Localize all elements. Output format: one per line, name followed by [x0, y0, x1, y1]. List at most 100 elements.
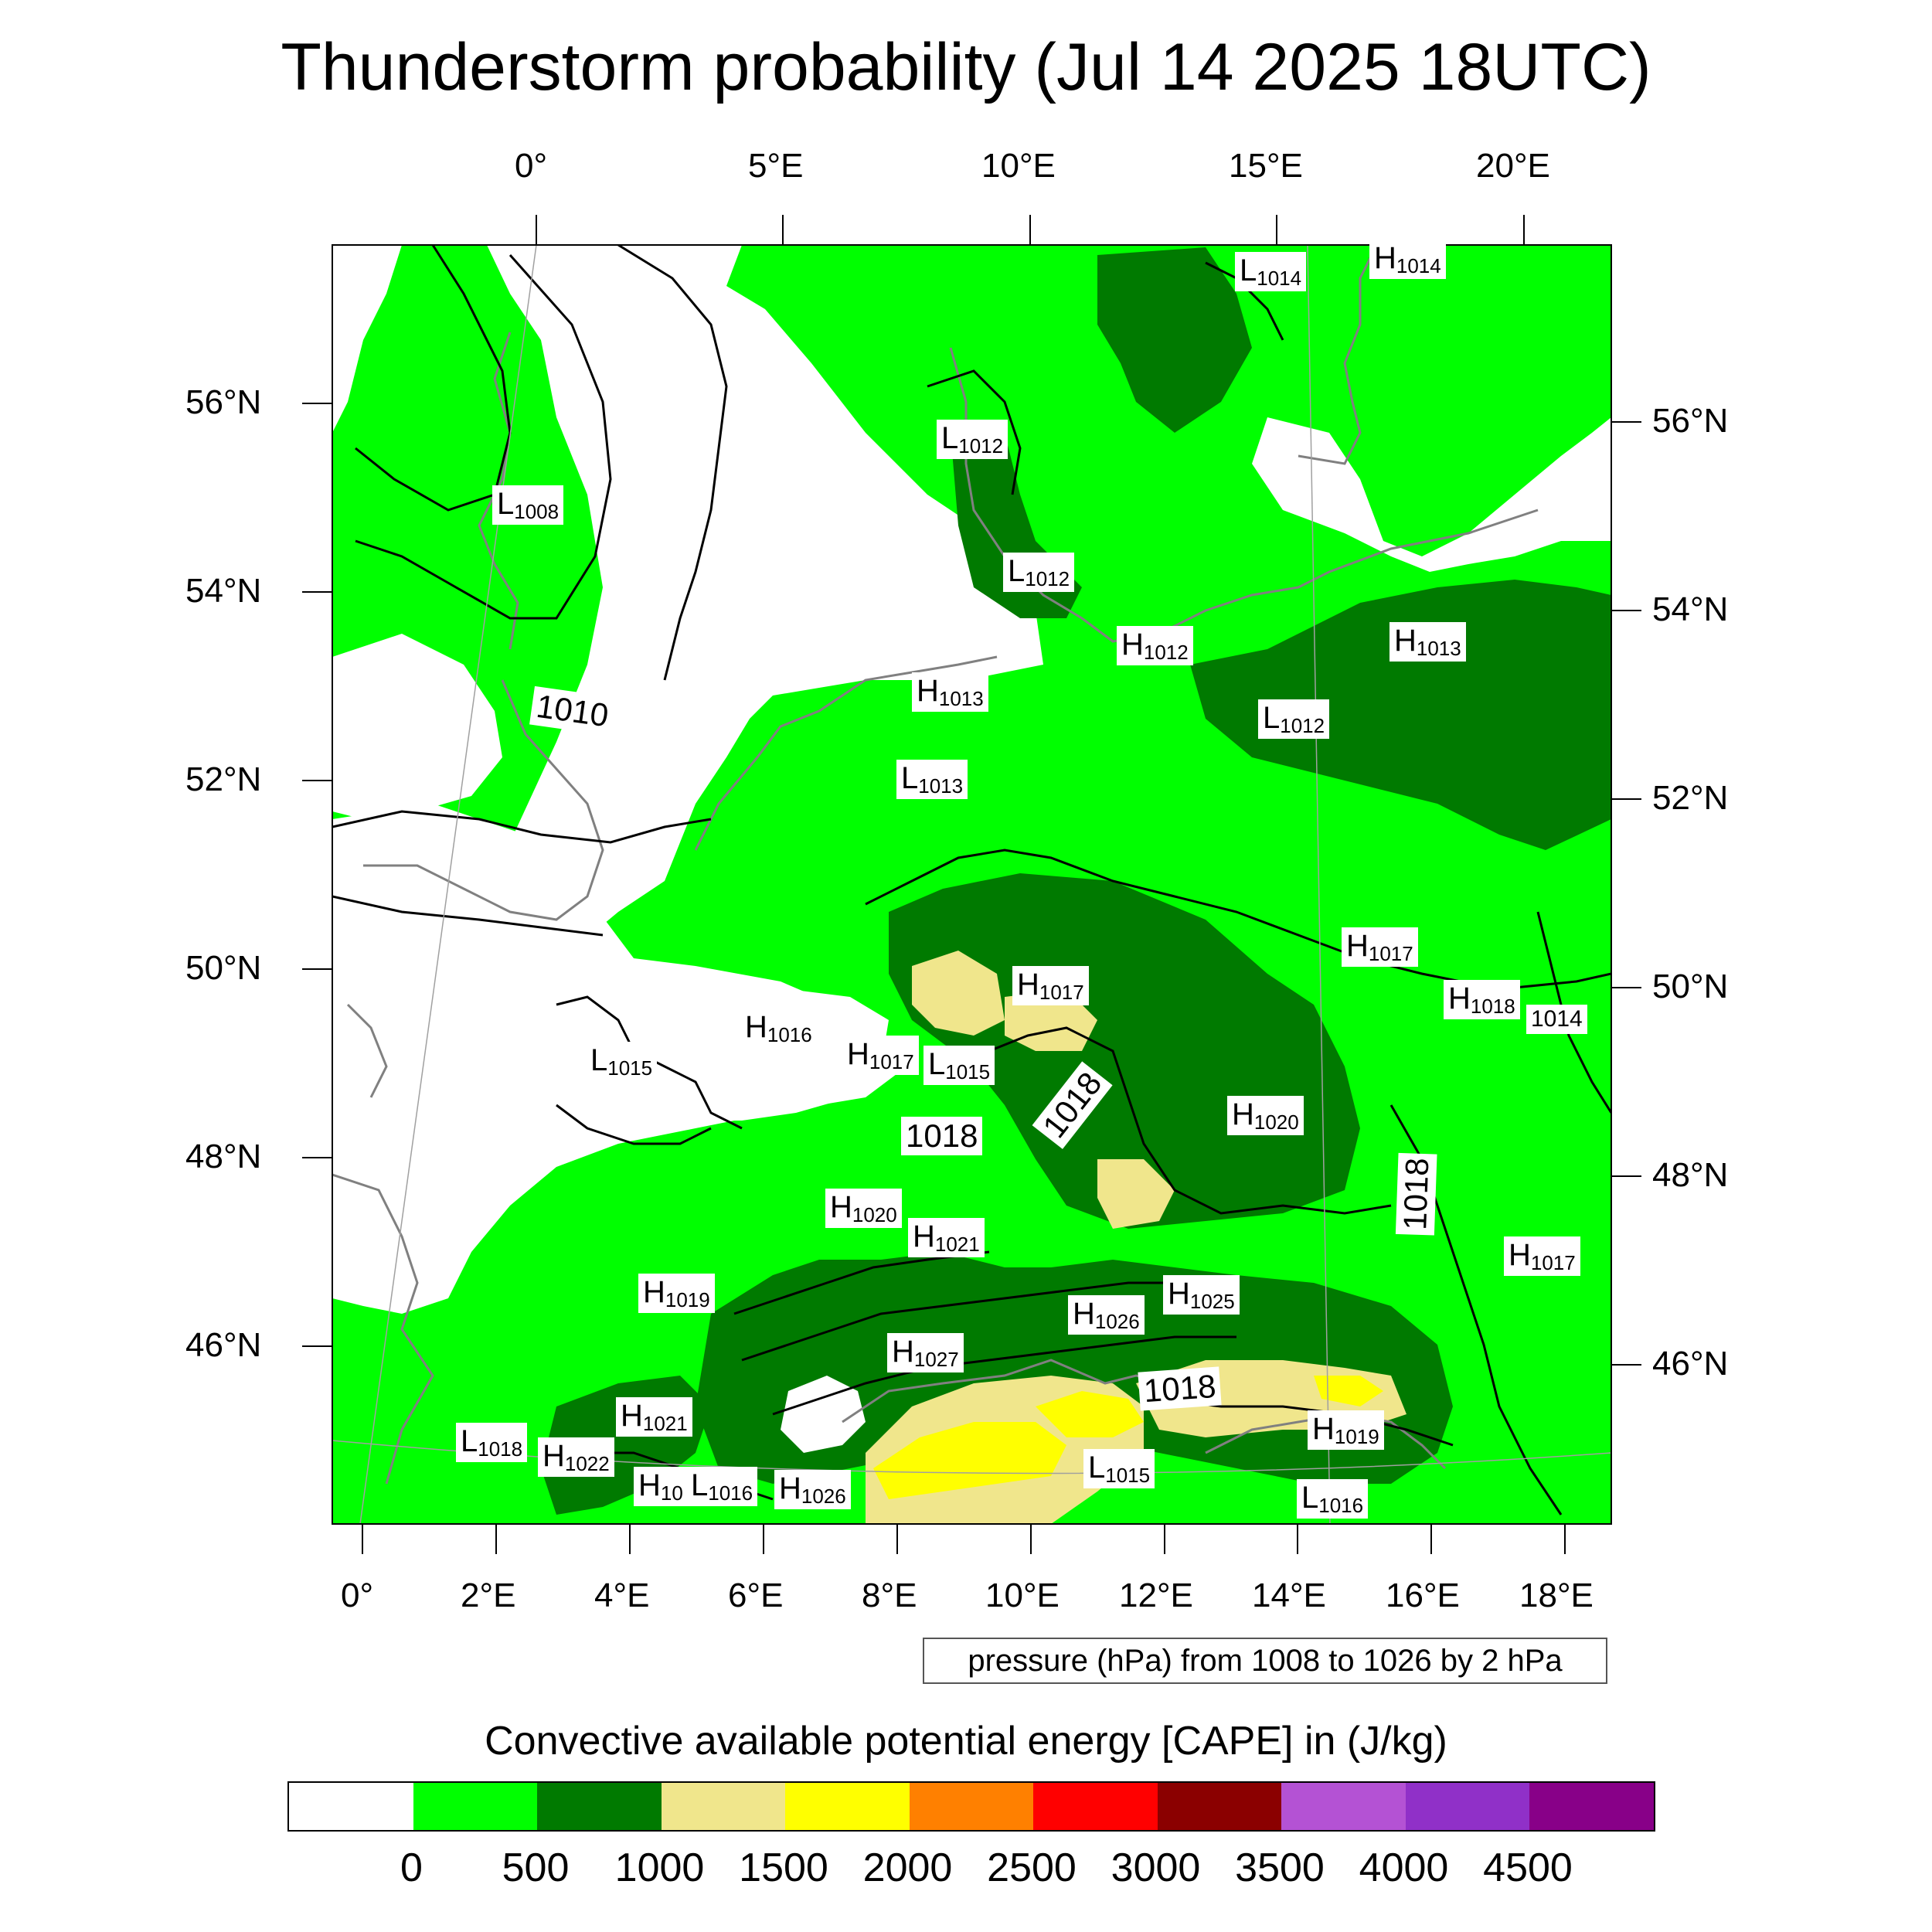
colorbar-swatch: [909, 1783, 1033, 1830]
bottom-lon-label: 8°E: [862, 1577, 917, 1614]
cape-zero-region-alps-core: [781, 1376, 866, 1453]
colorbar-swatch: [1529, 1783, 1654, 1830]
pressure-info-box: pressure (hPa) from 1008 to 1026 by 2 hP…: [923, 1638, 1607, 1684]
pressure-center-label: H1021: [908, 1218, 985, 1257]
pressure-center-label: H1016: [740, 1009, 817, 1048]
pressure-center-label: H1017: [1012, 966, 1089, 1005]
cape-zero-region-france: [680, 989, 889, 1121]
pressure-center-label: H1018: [1444, 980, 1520, 1019]
pressure-center-label: H1013: [1389, 622, 1466, 662]
cape-1000-region-bavaria: [1097, 1159, 1175, 1229]
colorbar-swatch: [1405, 1783, 1529, 1830]
colorbar-tick-label: 500: [502, 1845, 570, 1890]
pressure-center-label: L1015: [1083, 1449, 1155, 1488]
pressure-center-label: L1018: [456, 1423, 528, 1462]
colorbar-tick-label: 3000: [1111, 1845, 1201, 1890]
pressure-center-label: L1014: [1235, 252, 1307, 291]
colorbar: [287, 1781, 1655, 1832]
cape-500-region-denmark: [1097, 247, 1252, 433]
right-lat-label: 50°N: [1652, 968, 1729, 1005]
top-lon-label: 0°: [515, 147, 548, 185]
pressure-center-label: L1013: [896, 760, 968, 799]
colorbar-tick-label: 2000: [862, 1845, 953, 1890]
bottom-lon-label: 12°E: [1119, 1577, 1193, 1614]
right-lat-label: 48°N: [1652, 1156, 1729, 1194]
pressure-center-label: H10: [634, 1467, 688, 1506]
pressure-center-label: H1027: [887, 1333, 964, 1372]
top-lon-label: 10°E: [981, 147, 1056, 185]
cape-zero-region-nw: [332, 245, 402, 433]
pressure-center-label: H1022: [538, 1437, 614, 1477]
cape-500-region-central: [889, 873, 1360, 1229]
bottom-lon-label: 10°E: [985, 1577, 1060, 1614]
bottom-lon-label: 18°E: [1519, 1577, 1594, 1614]
bottom-lon-label: 14°E: [1252, 1577, 1326, 1614]
cape-1500-region-adriatic: [1314, 1376, 1383, 1406]
pressure-center-label: H1026: [774, 1470, 851, 1509]
top-lon-label: 20°E: [1476, 147, 1550, 185]
right-lat-label: 54°N: [1652, 590, 1729, 628]
map-frame: [332, 244, 1612, 1525]
cape-1500-region-alps-east: [1036, 1391, 1144, 1437]
colorbar-tick-label: 4500: [1483, 1845, 1573, 1890]
colorbar-swatch: [1033, 1783, 1158, 1830]
right-lat-label: 52°N: [1652, 779, 1729, 817]
bottom-lon-label: 0°: [341, 1577, 374, 1614]
page-title: Thunderstorm probability (Jul 14 2025 18…: [281, 30, 1651, 104]
colorbar-swatch: [1281, 1783, 1406, 1830]
pressure-center-label: H1019: [638, 1274, 715, 1313]
right-lat-label: 46°N: [1652, 1345, 1729, 1383]
isobar-label: 1018: [1138, 1366, 1223, 1411]
pressure-center-label: H1017: [1342, 927, 1418, 967]
pressure-center-label: H1014: [1369, 240, 1446, 279]
pressure-center-label: L1015: [923, 1046, 995, 1085]
cape-zero-region-northsea: [448, 245, 1043, 1012]
pressure-center-label: H1017: [1504, 1236, 1580, 1276]
colorbar-tick-label: 0: [400, 1845, 423, 1890]
cape-500-region-poland: [1190, 580, 1611, 850]
bottom-lon-label: 4°E: [594, 1577, 650, 1614]
colorbar-tick-label: 2500: [987, 1845, 1077, 1890]
colorbar-swatch: [289, 1783, 413, 1830]
colorbar-tick-label: 4000: [1359, 1845, 1449, 1890]
pressure-center-label: L1012: [1258, 699, 1330, 739]
colorbar-swatch: [537, 1783, 662, 1830]
bottom-lon-label: 16°E: [1386, 1577, 1460, 1614]
left-lat-label: 52°N: [185, 760, 262, 798]
colorbar-tick-label: 1500: [739, 1845, 828, 1890]
colorbar-swatch: [661, 1783, 785, 1830]
top-lon-label: 15°E: [1229, 147, 1303, 185]
colorbar-swatch: [413, 1783, 537, 1830]
left-lat-label: 56°N: [185, 383, 262, 421]
cape-1000-region-frankonia: [912, 951, 1005, 1036]
colorbar-tick-label: 1000: [614, 1845, 705, 1890]
pressure-center-label: H1020: [1227, 1096, 1304, 1135]
pressure-center-label: L1008: [492, 485, 564, 525]
pressure-center-label: H1013: [912, 672, 988, 712]
isobar-label: 1018: [1395, 1152, 1437, 1236]
axis-ticks: [302, 215, 1641, 1554]
colorbar-tick-label: 3500: [1235, 1845, 1325, 1890]
pressure-center-label: H1012: [1117, 626, 1193, 665]
pressure-center-label: L1015: [586, 1042, 658, 1081]
pressure-center-label: L1012: [937, 420, 1009, 459]
left-lat-label: 50°N: [185, 949, 262, 987]
pressure-center-label: H1026: [1068, 1295, 1145, 1335]
colorbar-swatch: [785, 1783, 910, 1830]
cape-zero-region-west: [332, 634, 502, 819]
colorbar-caption: Convective available potential energy [C…: [485, 1719, 1447, 1764]
pressure-center-label: L1016: [686, 1467, 758, 1506]
cape-zero-region-baltic: [1252, 417, 1611, 572]
bottom-lon-label: 2°E: [461, 1577, 516, 1614]
pressure-center-label: L1012: [1003, 553, 1075, 592]
colorbar-swatch: [1157, 1783, 1281, 1830]
left-lat-label: 54°N: [185, 572, 262, 610]
pressure-center-label: H1020: [825, 1189, 902, 1228]
left-lat-label: 48°N: [185, 1138, 262, 1175]
pressure-center-label: H1019: [1308, 1410, 1384, 1450]
bottom-lon-label: 6°E: [728, 1577, 784, 1614]
cape-1500-region-poplain: [873, 1422, 1066, 1499]
pressure-center-label: H1025: [1163, 1275, 1240, 1315]
pressure-center-label: L1016: [1297, 1479, 1369, 1519]
pressure-center-label: H1021: [616, 1397, 692, 1437]
